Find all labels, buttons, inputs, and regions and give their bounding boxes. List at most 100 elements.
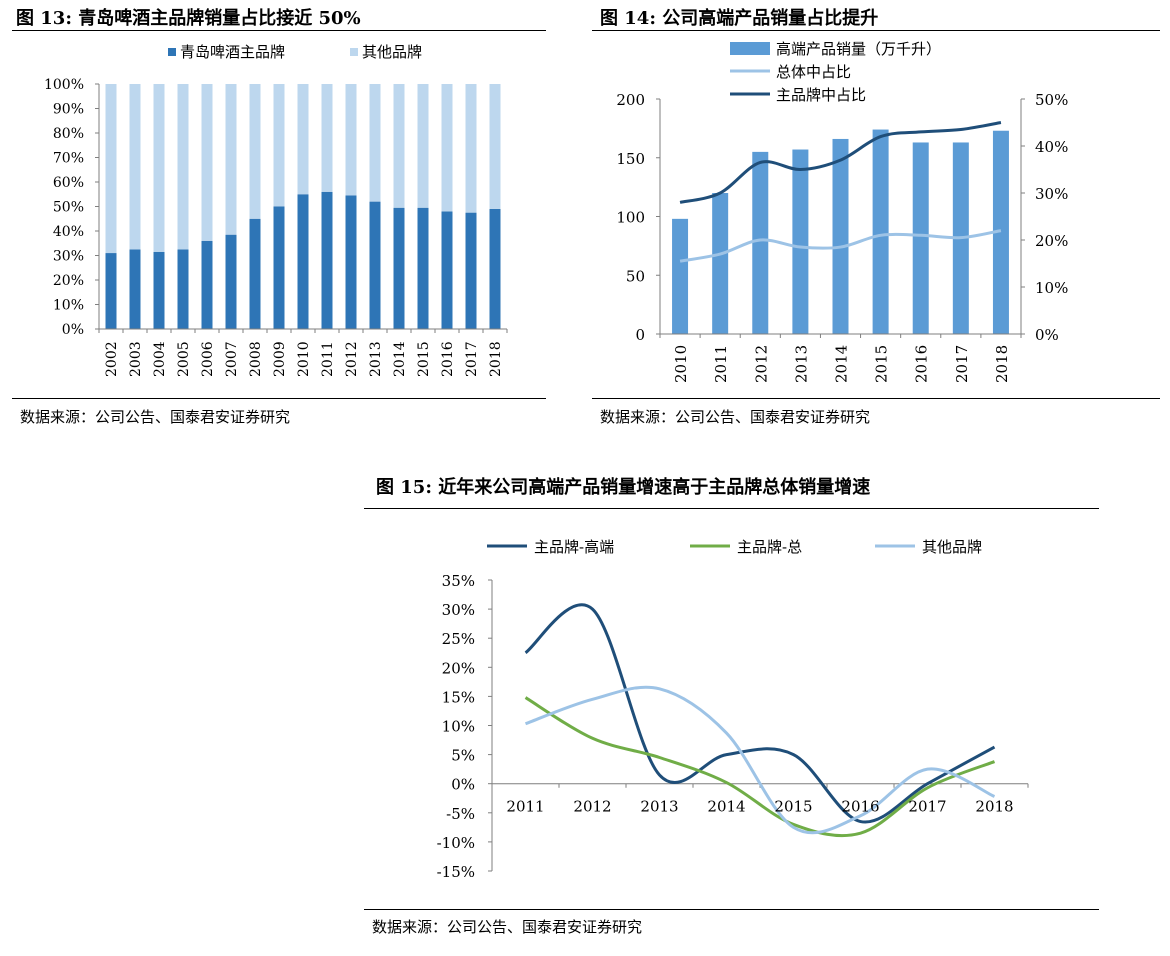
y-tick-label-right: 20% — [1035, 232, 1068, 250]
y-tick-label: -15% — [437, 863, 475, 881]
bar-2005-main — [177, 249, 189, 329]
fig15-chart: 主品牌-高端 主品牌-总 其他品牌 -15% -10% -5% 0% 5% 10% 15% 20% 2… — [437, 538, 1029, 881]
bar-2008-main — [249, 218, 261, 329]
series-line-1 — [524, 603, 996, 824]
fig14-title-rule — [592, 30, 1160, 31]
bar-2017-main — [465, 212, 477, 329]
y-tick-label: 40% — [53, 224, 84, 240]
bar-2007-main — [225, 234, 237, 329]
fig15-title: 图 15: 近年来公司高端产品销量增速高于主品牌总体销量增速 — [376, 477, 871, 498]
legend-label-bar: 高端产品销量（万千升） — [776, 40, 941, 58]
x-tick-label: 2017 — [953, 345, 971, 383]
fig15-title-rule — [364, 508, 1099, 509]
y-tick-label-right: 30% — [1035, 185, 1068, 203]
bar-2014 — [832, 138, 849, 334]
legend-swatch-1 — [168, 48, 176, 56]
bar-2014-main — [393, 207, 405, 329]
bar-2015 — [872, 129, 889, 334]
x-tick-label: 2011 — [320, 341, 336, 377]
bar-2013-other — [369, 84, 381, 202]
fig15-source: 数据来源：公司公告、国泰君安证券研究 — [372, 918, 643, 936]
x-tick-label: 2011 — [506, 798, 544, 816]
x-tick-label: 2006 — [200, 341, 216, 377]
legend-label-line-total: 总体中占比 — [776, 63, 851, 81]
fig15-source-rule — [364, 909, 1099, 910]
bar-2011-main — [321, 191, 333, 329]
bar-2014-other — [393, 84, 405, 208]
bar-2012-main — [345, 195, 357, 329]
x-tick-label: 2002 — [104, 341, 120, 377]
y-tick-label: 90% — [53, 102, 84, 118]
x-tick-label: 2013 — [368, 341, 384, 377]
fig13-source-rule — [12, 398, 546, 399]
bar-2002-main — [105, 253, 117, 329]
y-tick-label: 0% — [62, 322, 84, 338]
fig14-source: 数据来源：公司公告、国泰君安证券研究 — [600, 408, 871, 426]
bar-2018-main — [489, 208, 501, 329]
y-tick-label-right: 0% — [1035, 326, 1059, 344]
x-tick-label: 2013 — [640, 798, 678, 816]
bar-2008-other — [249, 84, 261, 219]
x-tick-label: 2016 — [440, 341, 456, 377]
y-tick-label: 5% — [451, 747, 475, 765]
x-tick-label: 2010 — [296, 341, 312, 377]
y-tick-label: 80% — [53, 126, 84, 142]
x-tick-label: 2004 — [152, 341, 168, 377]
bar-2010-other — [297, 84, 309, 195]
bar-2009-other — [273, 84, 285, 207]
y-tick-label: -10% — [437, 834, 475, 852]
bar-2013 — [792, 149, 809, 334]
x-tick-label: 2003 — [128, 341, 144, 377]
bar-2012 — [752, 151, 769, 334]
x-tick-label: 2012 — [344, 341, 360, 377]
bar-2010-main — [297, 194, 309, 329]
y-tick-label: 10% — [442, 718, 475, 736]
x-tick-label: 2013 — [792, 345, 810, 383]
fig13-title-rule — [12, 30, 546, 31]
y-tick-label-left: 0 — [635, 326, 645, 344]
x-tick-label: 2007 — [224, 341, 240, 377]
bar-2012-other — [345, 84, 357, 196]
legend-label-2: 其他品牌 — [362, 43, 422, 61]
bar-2002-other — [105, 84, 117, 254]
bar-2015-main — [417, 207, 429, 329]
y-tick-label-right: 40% — [1035, 138, 1068, 156]
x-tick-label: 2018 — [488, 341, 504, 377]
x-tick-label: 2015 — [774, 798, 812, 816]
bar-2007-other — [225, 84, 237, 235]
series-line-3 — [524, 685, 996, 835]
series-line-2 — [524, 696, 996, 838]
bar-2003-other — [129, 84, 141, 250]
bar-2018 — [992, 130, 1009, 334]
x-tick-label: 2017 — [908, 798, 946, 816]
x-tick-label: 2011 — [712, 345, 730, 383]
fig14-source-rule — [592, 398, 1160, 399]
y-tick-label: 0% — [451, 776, 475, 794]
y-tick-label: 20% — [53, 273, 84, 289]
fig13-source: 数据来源：公司公告、国泰君安证券研究 — [20, 408, 291, 426]
y-tick-label: 60% — [53, 175, 84, 191]
y-tick-label: 10% — [53, 298, 84, 314]
bar-2011 — [712, 193, 729, 334]
x-tick-label: 2010 — [672, 345, 690, 383]
fig14-title: 图 14: 公司高端产品销量占比提升 — [600, 8, 879, 29]
x-tick-label: 2018 — [993, 345, 1011, 383]
x-tick-label: 2012 — [573, 798, 611, 816]
fig13-chart: 青岛啤酒主品牌 其他品牌 2002 2003 2004 2005 2006 2007 2008 2… — [44, 43, 508, 377]
bar-2003-main — [129, 249, 141, 329]
x-tick-label: 2017 — [464, 341, 480, 377]
legend-label-1: 青岛啤酒主品牌 — [180, 43, 285, 61]
x-tick-label: 2015 — [416, 341, 432, 377]
legend-label-1: 主品牌-高端 — [534, 538, 614, 556]
y-tick-label-left: 200 — [616, 91, 645, 109]
x-tick-label: 2014 — [707, 798, 745, 816]
x-tick-label: 2014 — [392, 341, 408, 377]
x-tick-label: 2016 — [913, 345, 931, 383]
bar-2009-main — [273, 206, 285, 329]
y-tick-label: 100% — [44, 77, 84, 93]
y-tick-label: 30% — [442, 601, 475, 619]
y-tick-label: 30% — [53, 249, 84, 265]
fig13-title: 图 13: 青岛啤酒主品牌销量占比接近 50% — [16, 8, 361, 29]
y-tick-label: 25% — [442, 630, 475, 648]
